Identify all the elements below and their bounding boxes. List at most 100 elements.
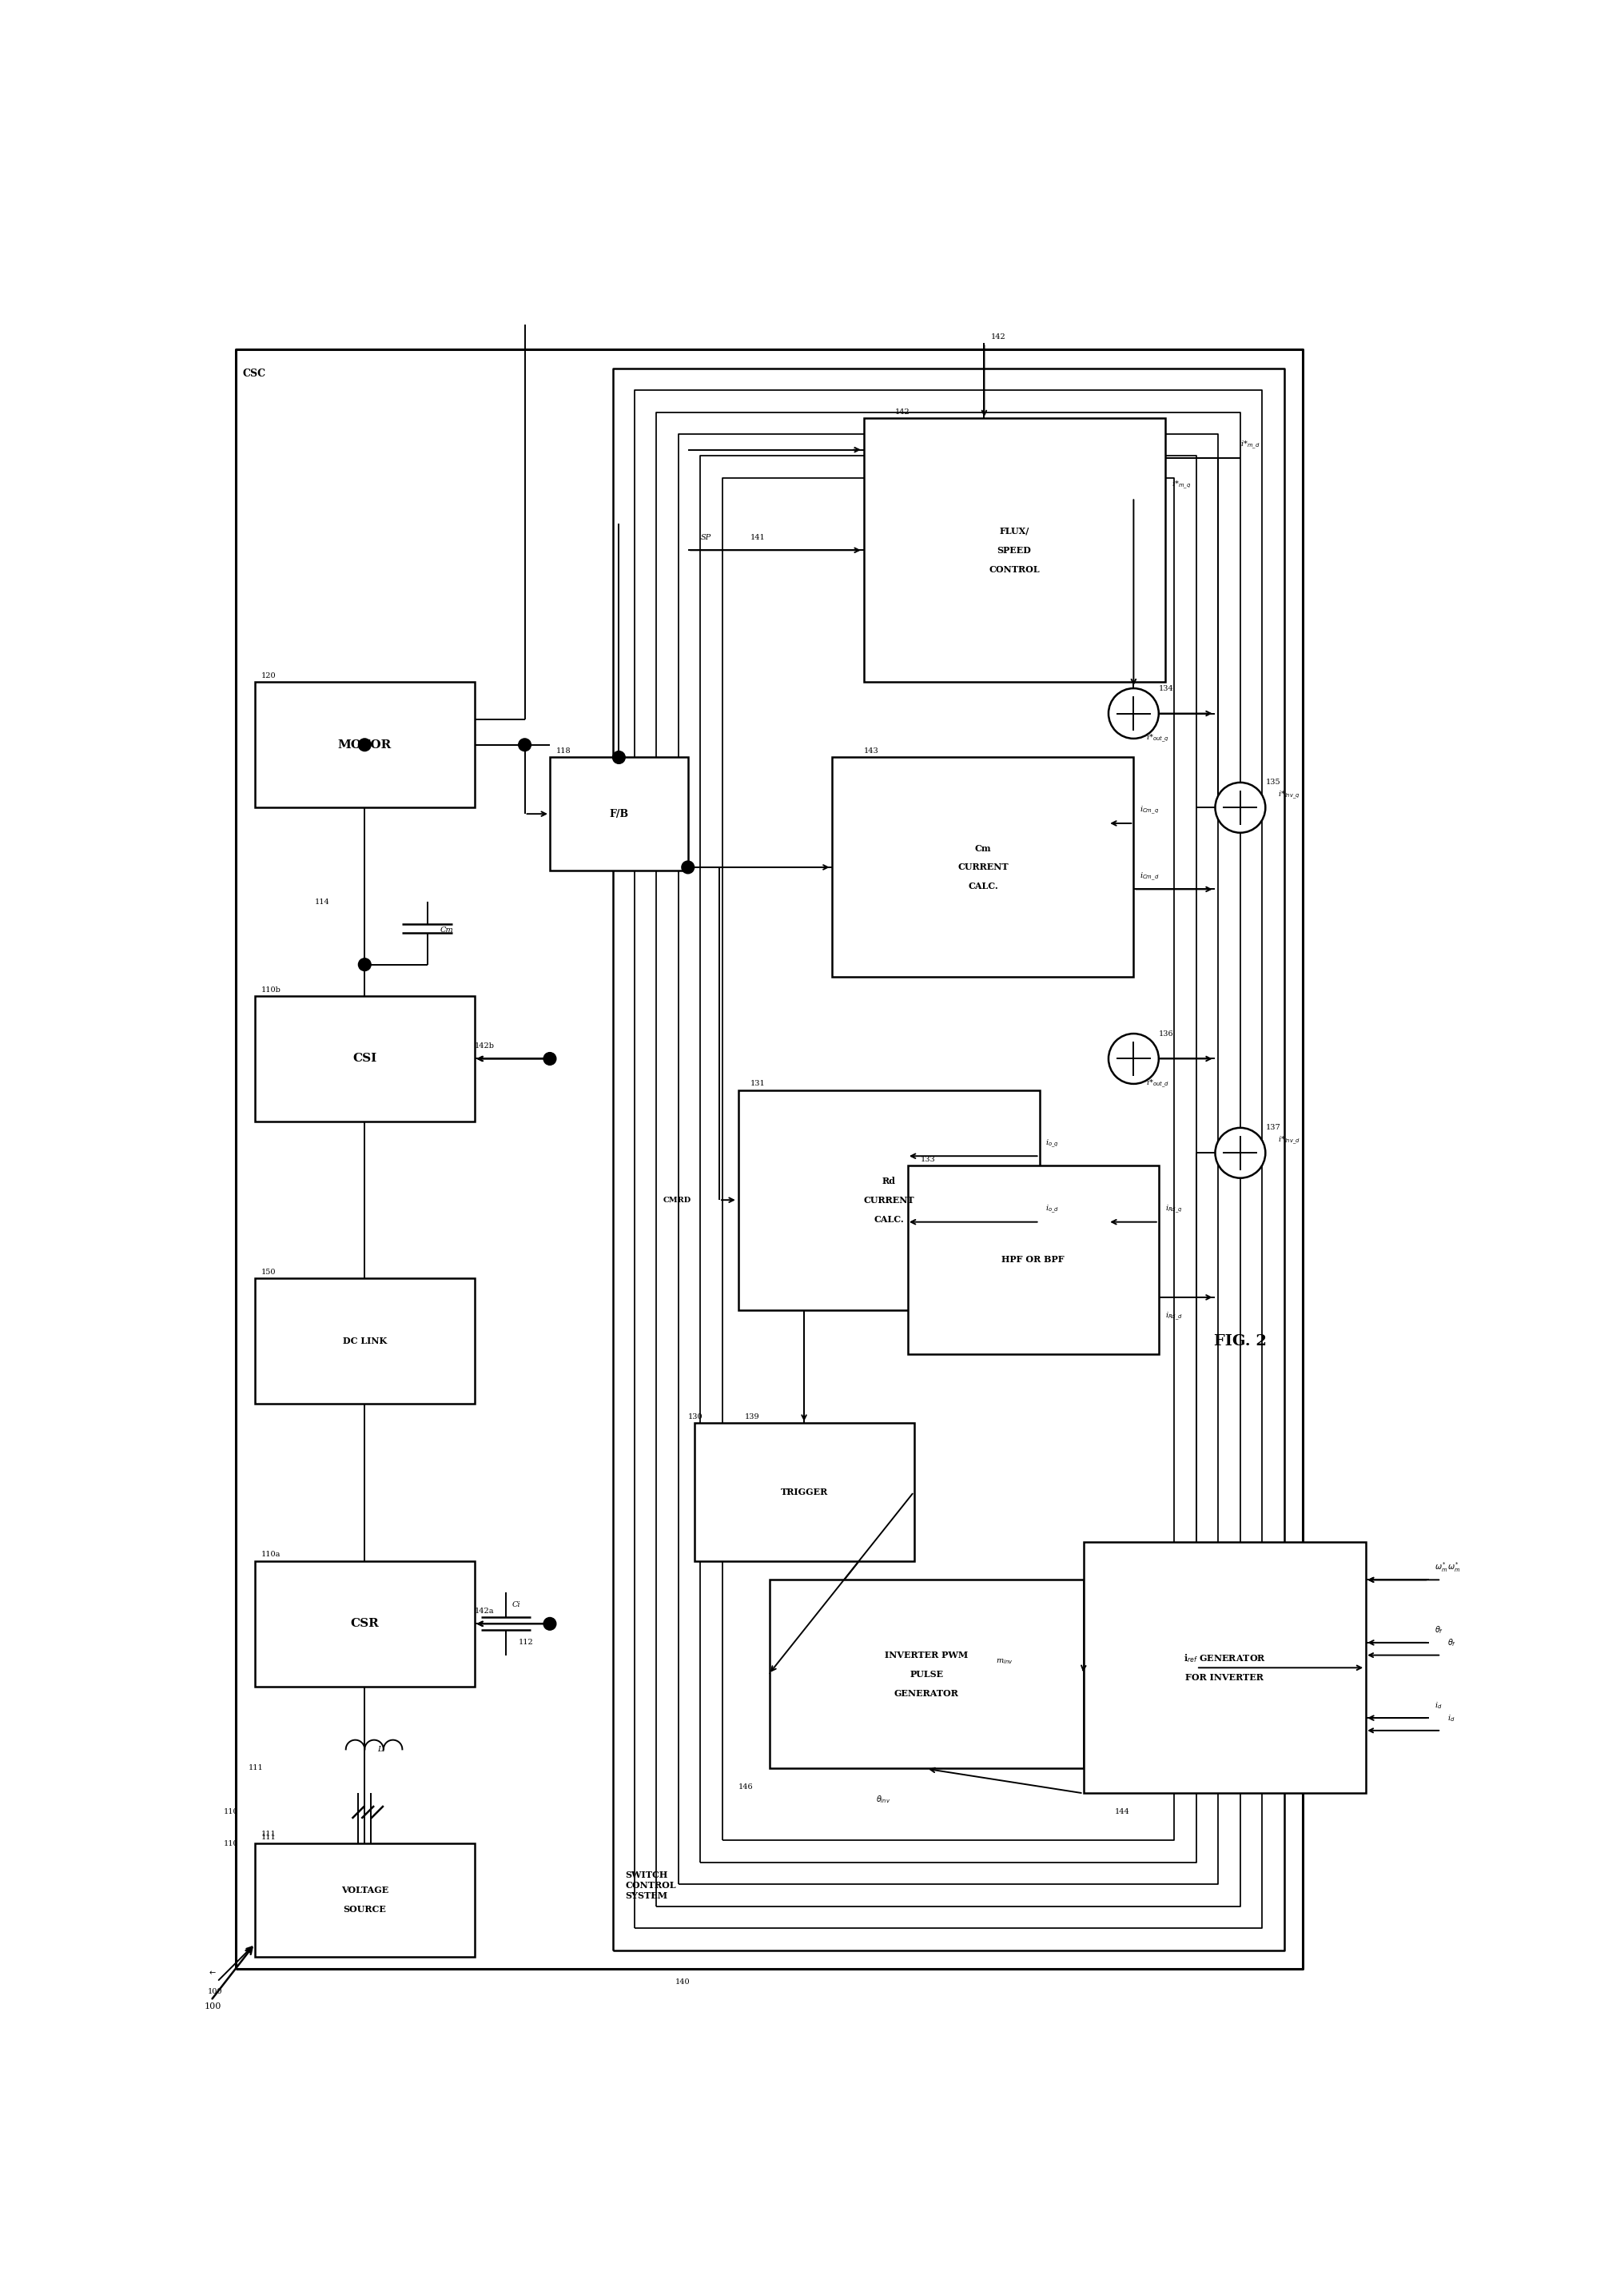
Text: i$_d$: i$_d$ xyxy=(1447,1712,1455,1724)
Circle shape xyxy=(518,740,531,751)
Text: CALC.: CALC. xyxy=(874,1215,905,1224)
Text: CSR: CSR xyxy=(351,1619,378,1630)
Text: Cm: Cm xyxy=(974,845,991,852)
Text: 112: 112 xyxy=(518,1639,533,1646)
Circle shape xyxy=(359,740,370,751)
Text: 141: 141 xyxy=(750,534,765,541)
Circle shape xyxy=(1109,689,1158,740)
Bar xyxy=(833,758,1134,977)
Text: i$_{Cm\_q}$: i$_{Cm\_q}$ xyxy=(1140,806,1160,817)
Text: VOLTAGE: VOLTAGE xyxy=(341,1886,388,1895)
Text: SOURCE: SOURCE xyxy=(343,1906,387,1913)
Text: 114: 114 xyxy=(315,897,330,906)
Text: 142a: 142a xyxy=(474,1607,494,1614)
Circle shape xyxy=(544,1052,555,1064)
Text: F/B: F/B xyxy=(609,808,628,820)
Text: 142: 142 xyxy=(991,333,1005,340)
Text: 133: 133 xyxy=(921,1155,935,1162)
Text: 142b: 142b xyxy=(474,1043,494,1050)
Text: TRIGGER: TRIGGER xyxy=(781,1489,828,1495)
Text: 118: 118 xyxy=(555,747,572,756)
Text: $\theta_f$: $\theta_f$ xyxy=(1436,1625,1444,1635)
Text: 100: 100 xyxy=(208,1988,222,1995)
Bar xyxy=(255,1845,474,1957)
Text: 111: 111 xyxy=(248,1765,263,1772)
Text: 134: 134 xyxy=(1158,685,1174,692)
Text: 150: 150 xyxy=(261,1269,276,1276)
Text: FLUX/: FLUX/ xyxy=(999,527,1030,537)
Text: CMRD: CMRD xyxy=(663,1196,690,1203)
Text: 120: 120 xyxy=(261,671,276,680)
Bar xyxy=(1083,1543,1366,1794)
Text: i$_{Cm\_d}$: i$_{Cm\_d}$ xyxy=(1140,872,1160,881)
Text: MOTOR: MOTOR xyxy=(338,740,391,751)
Circle shape xyxy=(1215,1128,1265,1178)
Text: 143: 143 xyxy=(864,747,879,756)
Bar xyxy=(739,1089,1039,1310)
Text: $\leftarrow$: $\leftarrow$ xyxy=(208,1968,218,1977)
Circle shape xyxy=(612,751,625,763)
Bar xyxy=(255,1278,474,1404)
Text: i$_{ref}$ GENERATOR: i$_{ref}$ GENERATOR xyxy=(1184,1653,1265,1664)
Text: $\theta_{inv}$: $\theta_{inv}$ xyxy=(877,1794,892,1806)
Bar xyxy=(908,1164,1158,1354)
Text: i*$_{inv\_d}$: i*$_{inv\_d}$ xyxy=(1278,1135,1301,1146)
Text: SWITCH
CONTROL
SYSTEM: SWITCH CONTROL SYSTEM xyxy=(625,1870,676,1899)
Text: i*$_{m\_q}$: i*$_{m\_q}$ xyxy=(1171,479,1190,491)
Text: i$_{o\_d}$: i$_{o\_d}$ xyxy=(1046,1203,1059,1215)
Text: 110b: 110b xyxy=(261,986,281,993)
Text: GENERATOR: GENERATOR xyxy=(895,1689,958,1699)
Circle shape xyxy=(359,959,370,970)
Text: 139: 139 xyxy=(744,1413,760,1420)
Text: i$_{Rd\_d}$: i$_{Rd\_d}$ xyxy=(1164,1310,1182,1322)
Text: 131: 131 xyxy=(750,1080,765,1087)
Text: FOR INVERTER: FOR INVERTER xyxy=(1186,1673,1263,1683)
Circle shape xyxy=(682,861,693,874)
Text: 144: 144 xyxy=(1114,1808,1130,1815)
Text: 110: 110 xyxy=(224,1840,239,1847)
Text: 146: 146 xyxy=(739,1783,754,1790)
Text: i$_d$: i$_d$ xyxy=(1436,1701,1442,1710)
Text: 110a: 110a xyxy=(261,1550,281,1559)
Bar xyxy=(551,758,689,870)
Text: CSC: CSC xyxy=(242,368,266,379)
Text: 136: 136 xyxy=(1158,1030,1174,1036)
Text: 137: 137 xyxy=(1265,1123,1280,1132)
Text: $\omega^*_m$: $\omega^*_m$ xyxy=(1447,1562,1460,1573)
Text: SPEED: SPEED xyxy=(997,546,1031,555)
Text: HPF OR BPF: HPF OR BPF xyxy=(1002,1256,1065,1265)
Text: i*$_{m\_d}$: i*$_{m\_d}$ xyxy=(1241,441,1260,452)
Text: 140: 140 xyxy=(676,1977,690,1986)
Text: i$_{o\_q}$: i$_{o\_q}$ xyxy=(1046,1137,1059,1148)
Bar xyxy=(255,995,474,1121)
Text: 130: 130 xyxy=(689,1413,703,1420)
Text: CONTROL: CONTROL xyxy=(989,564,1039,573)
Text: i$_{Rd\_q}$: i$_{Rd\_q}$ xyxy=(1164,1203,1182,1215)
Text: CURRENT: CURRENT xyxy=(958,863,1009,872)
Text: 111: 111 xyxy=(261,1831,276,1838)
Bar xyxy=(693,1422,914,1562)
Text: 111: 111 xyxy=(261,1833,276,1840)
Text: Rd: Rd xyxy=(882,1176,895,1185)
Text: Cm: Cm xyxy=(440,927,453,934)
Circle shape xyxy=(1215,783,1265,833)
Text: i*$_{inv\_q}$: i*$_{inv\_q}$ xyxy=(1278,790,1301,801)
Bar xyxy=(255,683,474,808)
Text: 135: 135 xyxy=(1265,779,1280,785)
Text: INVERTER PWM: INVERTER PWM xyxy=(885,1651,968,1660)
Text: $\omega^*_m$: $\omega^*_m$ xyxy=(1436,1562,1449,1573)
Bar xyxy=(864,418,1164,683)
Text: FIG. 2: FIG. 2 xyxy=(1215,1333,1267,1349)
Circle shape xyxy=(544,1616,555,1630)
Bar xyxy=(770,1580,1083,1767)
Text: i*$_{out\_q}$: i*$_{out\_q}$ xyxy=(1147,733,1169,744)
Text: 110: 110 xyxy=(224,1808,239,1815)
Text: SP: SP xyxy=(700,534,711,541)
Text: DC LINK: DC LINK xyxy=(343,1338,387,1345)
Text: CALC.: CALC. xyxy=(968,881,999,890)
Text: 100: 100 xyxy=(205,2002,222,2011)
Circle shape xyxy=(1109,1034,1158,1084)
Text: 142: 142 xyxy=(895,409,909,416)
Text: i*$_{out\_d}$: i*$_{out\_d}$ xyxy=(1147,1078,1169,1089)
Text: CURRENT: CURRENT xyxy=(864,1196,914,1205)
